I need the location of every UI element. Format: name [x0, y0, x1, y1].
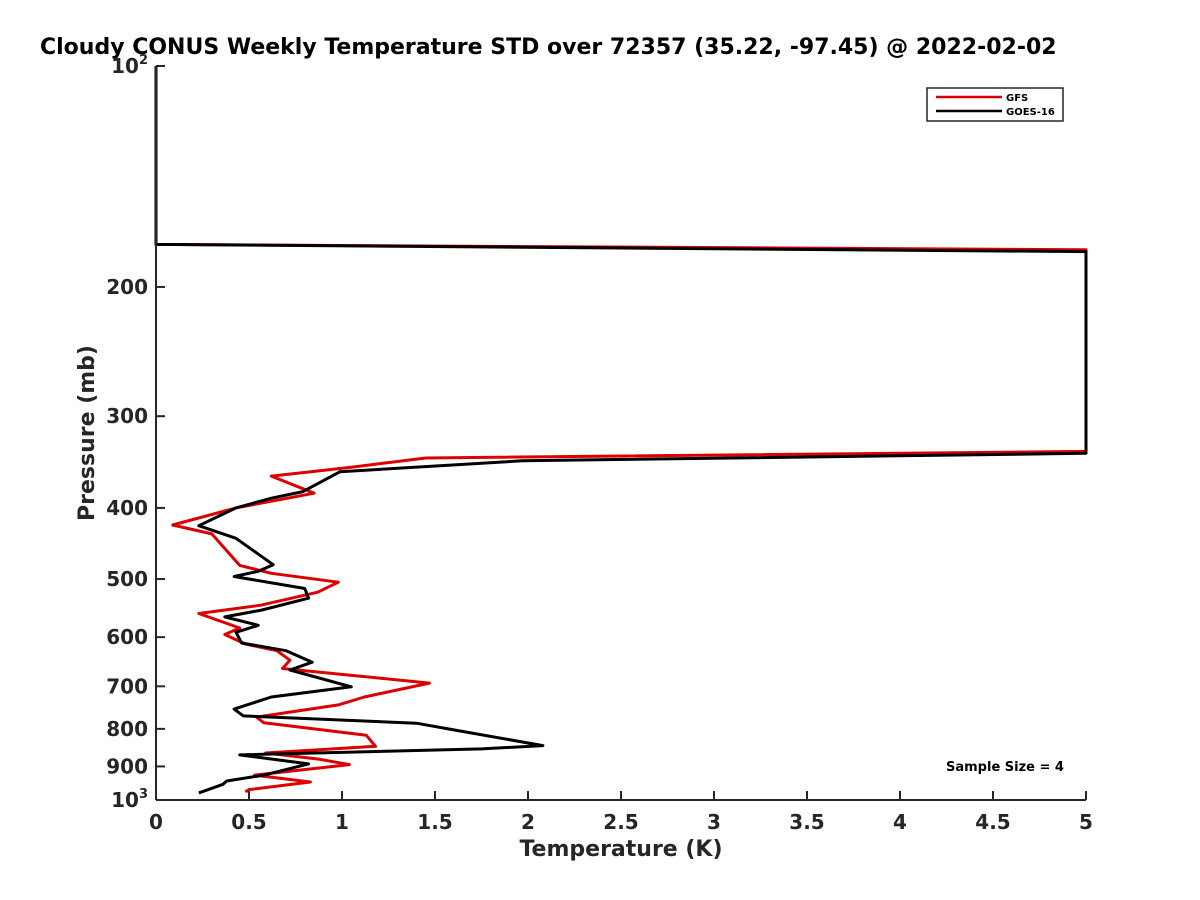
sample-size-annotation: Sample Size = 4: [946, 760, 1064, 775]
x-tick-label: 0.5: [231, 810, 266, 834]
y-tick-label: 600: [106, 625, 148, 649]
y-axis-label: Pressure (mb): [75, 345, 100, 521]
y-tick-label-base: 900: [106, 754, 148, 778]
x-tick-label: 2.5: [603, 810, 638, 834]
y-tick-label-exponent: 3: [139, 787, 148, 802]
plot-area: 0 0.5 1 1.5 2 2.5 3 3.5 4 4.5 5 102200300400500600…: [106, 53, 1093, 834]
series-line-goes16: [154, 66, 1088, 795]
y-tick-label: 200: [106, 275, 148, 299]
x-axis-label: Temperature (K): [519, 837, 722, 862]
y-tick-label: 900: [106, 754, 148, 778]
x-tick-label: 1: [335, 810, 349, 834]
legend: GFS GOES-16: [926, 87, 1064, 122]
y-tick-label: 700: [106, 674, 148, 698]
chart-title: Cloudy CONUS Weekly Temperature STD over…: [40, 35, 1057, 60]
y-tick-label: 800: [106, 717, 148, 741]
y-tick-label-base: 10: [111, 54, 139, 78]
y-tick-label: 300: [106, 404, 148, 428]
y-tick-label: 103: [111, 787, 148, 812]
y-tick-label-base: 700: [106, 674, 148, 698]
y-tick-label-base: 300: [106, 404, 148, 428]
y-tick-label-base: 500: [106, 567, 148, 591]
y-tick-label-base: 800: [106, 717, 148, 741]
y-tick-label-base: 600: [106, 625, 148, 649]
legend-label-goes16: GOES-16: [1006, 107, 1055, 118]
x-tick-label: 4: [893, 810, 907, 834]
y-tick-label: 400: [106, 496, 148, 520]
x-axis-ticks: 0 0.5 1 1.5 2 2.5 3 3.5 4 4.5 5: [149, 791, 1093, 834]
legend-box: [926, 87, 1064, 122]
x-tick-label: 1.5: [417, 810, 452, 834]
y-tick-label-base: 400: [106, 496, 148, 520]
y-tick-label-base: 200: [106, 275, 148, 299]
x-tick-label: 5: [1079, 810, 1093, 834]
x-tick-label: 3: [707, 810, 721, 834]
y-tick-label: 102: [111, 53, 148, 78]
x-tick-label: 2: [521, 810, 535, 834]
legend-label-gfs: GFS: [1006, 93, 1028, 104]
x-tick-label: 4.5: [975, 810, 1010, 834]
y-tick-label: 500: [106, 567, 148, 591]
x-tick-label: 0: [149, 810, 163, 834]
series-line-gfs: [154, 66, 1088, 794]
x-tick-label: 3.5: [789, 810, 824, 834]
series-layer: [154, 66, 1088, 795]
y-tick-label-exponent: 2: [139, 53, 148, 68]
y-tick-label-base: 10: [111, 788, 139, 812]
